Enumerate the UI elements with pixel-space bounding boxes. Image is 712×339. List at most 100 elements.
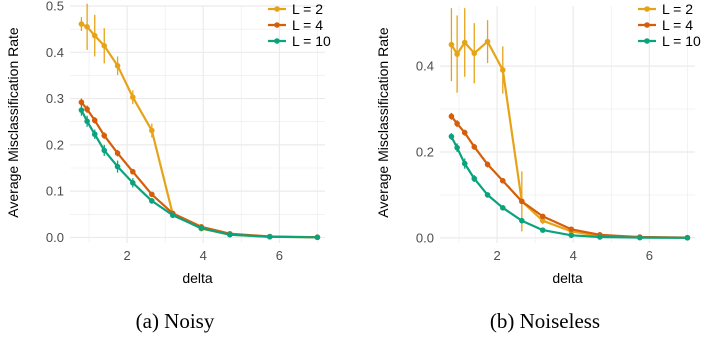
- y-tick-label: 0.0: [46, 230, 64, 245]
- data-point: [129, 94, 136, 100]
- data-point: [448, 133, 455, 140]
- data-point: [461, 39, 468, 46]
- data-point: [568, 226, 575, 233]
- legend: L = 2L = 4L = 10: [268, 1, 331, 49]
- legend-label: L = 10: [662, 33, 701, 49]
- data-point: [267, 233, 273, 240]
- data-point: [101, 147, 108, 154]
- y-tick-label: 0.4: [46, 45, 64, 60]
- y-tick-label: 0.5: [46, 0, 64, 14]
- data-point: [471, 50, 478, 57]
- legend-label: L = 2: [662, 1, 693, 17]
- data-point: [314, 234, 321, 241]
- data-point: [461, 129, 468, 136]
- data-point: [499, 177, 506, 184]
- legend-key-point: [274, 22, 280, 28]
- data-point: [499, 204, 506, 211]
- caption-noisy: (a) Noisy: [135, 309, 215, 333]
- legend-label: L = 4: [662, 17, 693, 33]
- data-point: [539, 227, 546, 233]
- data-point: [84, 118, 90, 125]
- x-tick-label: 2: [123, 248, 130, 263]
- data-point: [129, 168, 136, 175]
- series-l2: [448, 8, 691, 241]
- legend: L = 2L = 4L = 10: [638, 1, 701, 49]
- data-point: [539, 213, 546, 220]
- data-point: [84, 106, 90, 113]
- legend-label: L = 4: [292, 17, 323, 33]
- data-point: [198, 225, 205, 231]
- data-point: [78, 107, 85, 113]
- data-point: [149, 198, 155, 204]
- data-point: [84, 24, 90, 30]
- data-point: [461, 160, 468, 167]
- legend-key-point: [644, 22, 650, 28]
- panel-noisy: 2 4 6 0.0 0.1 0.2 0.3 0.4 0.5 delta Average Miscla…: [5, 0, 331, 286]
- legend-key-point: [274, 38, 280, 44]
- series-l10: [78, 104, 321, 241]
- data-point: [149, 191, 155, 198]
- legend-key-point: [644, 6, 650, 12]
- data-point: [484, 38, 491, 45]
- data-point: [149, 127, 155, 134]
- data-point: [597, 234, 603, 240]
- series-line: [450, 115, 688, 239]
- data-point: [78, 21, 85, 27]
- data-point: [78, 99, 85, 106]
- y-axis-label: Average Misclassification Rate: [5, 27, 21, 218]
- data-point: [114, 150, 121, 156]
- data-point: [471, 175, 478, 182]
- data-point: [91, 32, 98, 39]
- data-point: [454, 120, 460, 127]
- x-axis-label: delta: [552, 270, 583, 286]
- data-point: [539, 217, 546, 224]
- y-tick-label: 0.1: [46, 184, 64, 199]
- legend-label: L = 10: [292, 33, 331, 49]
- x-tick-label: 4: [570, 248, 577, 263]
- x-tick-label: 6: [276, 248, 283, 263]
- data-point: [484, 161, 491, 168]
- series-l4: [78, 98, 321, 241]
- y-tick-label: 0.3: [46, 91, 64, 106]
- data-point: [114, 62, 121, 69]
- series-line: [450, 136, 688, 239]
- data-point: [454, 144, 460, 151]
- data-point: [114, 163, 121, 170]
- data-point: [454, 51, 460, 57]
- x-tick-label: 2: [493, 248, 500, 263]
- data-point: [227, 231, 233, 238]
- data-point: [519, 217, 525, 224]
- data-point: [91, 117, 98, 124]
- data-point: [91, 131, 98, 138]
- data-point: [448, 113, 455, 120]
- data-point: [101, 43, 108, 49]
- data-point: [471, 144, 478, 150]
- series-line: [450, 40, 688, 239]
- data-point: [101, 132, 108, 139]
- y-axis-label: Average Misclassification Rate: [375, 27, 391, 218]
- data-point: [484, 192, 491, 198]
- series-line: [80, 101, 318, 239]
- x-tick-label: 6: [646, 248, 653, 263]
- y-tick-label: 0.2: [46, 137, 64, 152]
- data-point: [448, 41, 455, 48]
- y-tick-label: 0.4: [416, 59, 434, 74]
- series-l4: [448, 112, 691, 241]
- data-point: [637, 234, 643, 241]
- x-axis-label: delta: [182, 270, 213, 286]
- data-point: [129, 180, 136, 186]
- y-tick-label: 0.0: [416, 230, 434, 245]
- data-point: [499, 67, 506, 73]
- data-point: [684, 234, 691, 241]
- data-point: [568, 232, 575, 239]
- data-point: [169, 212, 176, 219]
- legend-key-point: [644, 38, 650, 44]
- data-point: [519, 198, 525, 205]
- caption-noiseless: (b) Noiseless: [489, 309, 601, 333]
- series-line: [80, 109, 318, 239]
- panel-noiseless: 2 4 6 0.0 0.2 0.4 delta Average Misclassificati…: [375, 1, 701, 286]
- legend-label: L = 2: [292, 1, 323, 17]
- series-l10: [448, 133, 691, 241]
- series-line: [80, 23, 318, 239]
